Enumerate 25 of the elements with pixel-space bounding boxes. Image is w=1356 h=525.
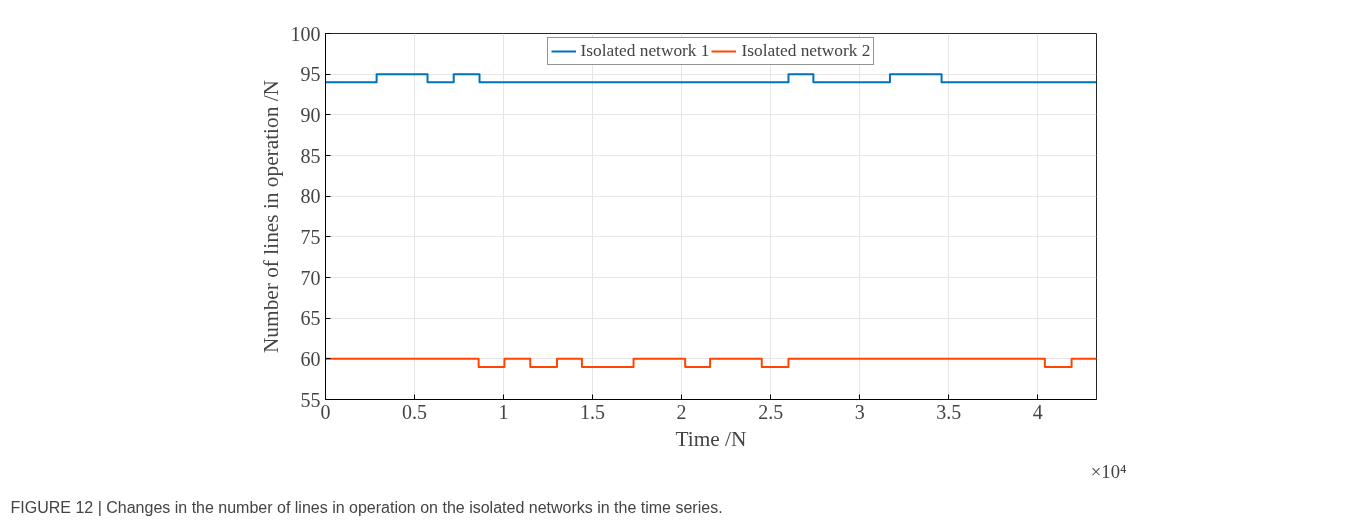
legend-label: Isolated network 2	[741, 41, 871, 61]
x-axis-title: Time /N	[675, 426, 747, 451]
y-tick-label: 55	[300, 388, 321, 411]
y-tick-label: 75	[300, 225, 321, 248]
y-tick-label: 60	[300, 347, 321, 370]
caption: FIGURE 12 | Changes in the number of lines in operation on the isolated networks in the time series.	[10, 498, 723, 516]
y-tick-label: 65	[300, 307, 321, 330]
y-tick-label: 70	[300, 266, 321, 289]
y-tick-label: 100	[290, 22, 321, 45]
y-axis-title: Number of lines in operation /N	[258, 79, 283, 354]
x-tick-label: 1	[498, 400, 509, 423]
x-tick-label: 3	[854, 400, 865, 423]
legend-label: Isolated network 1	[580, 41, 710, 61]
x-tick-label: 2.5	[758, 400, 784, 423]
text: ×10⁴	[1090, 460, 1127, 482]
x-tick-label: 0.5	[402, 400, 428, 423]
x-tick-label: 4	[1032, 400, 1043, 423]
y-tick-label: 85	[300, 144, 321, 167]
x-tick-label: 0	[320, 400, 331, 423]
y-tick-label: 95	[300, 63, 321, 86]
y-tick-label: 90	[300, 103, 321, 126]
x-tick-label: 2	[676, 400, 687, 423]
y-tick-label: 80	[300, 185, 321, 208]
x-tick-label: 1.5	[580, 400, 606, 423]
x-tick-label: 3.5	[936, 400, 962, 423]
